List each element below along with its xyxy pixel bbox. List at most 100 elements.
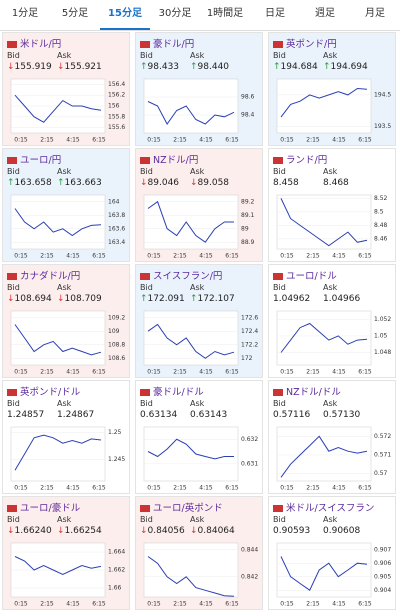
rate-card[interactable]: 豪ドル/ドル Bid Ask 0.63134 0.63143 0.632 0.631 0:15…: [135, 380, 263, 494]
flag-icon: [7, 505, 17, 512]
pair-name: NZドル/円: [153, 155, 199, 166]
ask-label: Ask: [57, 51, 72, 60]
ask-label: Ask: [57, 399, 72, 408]
rate-card[interactable]: ユーロ/ドル Bid Ask 1.04962 1.04966 1.052 1.05 1.048…: [268, 264, 396, 378]
x-tick-label: 2:15: [40, 601, 54, 608]
rate-card[interactable]: 米ドル/円BidAsk155.919155.921156.4156.215615…: [2, 32, 130, 146]
tab[interactable]: 月足: [365, 8, 385, 19]
price-line: [147, 200, 234, 243]
x-tick-label: 4:15: [199, 137, 213, 144]
rate-card[interactable]: 米ドル/スイスフラン Bid Ask 0.90593 0.90608 0.907 0.906…: [268, 496, 396, 610]
rate-card[interactable]: 英ポンド/ドル Bid Ask 1.24857 1.24867 1.25 1.245 0:15…: [2, 380, 130, 494]
y-tick-label: 0.572: [374, 433, 391, 440]
price-line: [280, 556, 368, 591]
x-tick-label: 0:15: [280, 601, 294, 608]
x-tick-label: 0:15: [147, 137, 161, 144]
pair-name: 豪ドル/円: [153, 39, 195, 50]
mini-chart: 0.844 0.842 0:15 2:15 4:15 6:15: [143, 542, 258, 608]
ask-label: Ask: [323, 399, 338, 408]
x-tick-label: 2:15: [173, 253, 187, 260]
card-header: スイスフラン/円: [140, 268, 222, 282]
y-tick-label: 163.6: [108, 225, 125, 232]
y-tick-label: 172.2: [241, 341, 258, 348]
ask-label: Ask: [323, 167, 338, 176]
bid-label: Bid: [140, 515, 153, 524]
x-tick-label: 4:15: [66, 369, 80, 376]
card-header: 豪ドル/円: [140, 36, 194, 50]
y-tick-label: 163.4: [108, 239, 125, 246]
rate-card[interactable]: NZドル/ドル Bid Ask 0.57116 0.57130 0.572 0.571 0.5…: [268, 380, 396, 494]
flag-icon: [7, 273, 17, 280]
card-header: NZドル/円: [140, 152, 198, 166]
tab[interactable]: 1分足: [11, 8, 39, 19]
card-header: 米ドル/円: [7, 36, 61, 50]
x-tick-label: 4:15: [199, 369, 213, 376]
rate-card[interactable]: ランド/円 Bid Ask 8.458 8.468 8.52 8.5 8.48 8.46 0:15…: [268, 148, 396, 262]
x-tick-label: 2:15: [173, 485, 187, 492]
x-tick-label: 6:15: [225, 137, 239, 144]
y-tick-label: 194.5: [374, 91, 391, 98]
bid-value: 1.04962: [273, 294, 311, 304]
rate-card[interactable]: スイスフラン/円BidAsk172.091172.107172.6172.417…: [135, 264, 263, 378]
rate-card[interactable]: ユーロ/円BidAsk163.658163.663164163.8163.616…: [2, 148, 130, 262]
y-tick-label: 172.6: [241, 314, 258, 321]
flag-icon: [140, 41, 150, 48]
price-line: [14, 324, 102, 356]
mini-chart: 164 163.8 163.6 163.4 0:15 2:15 4:15 6:15: [10, 194, 125, 260]
bid-value: 155.919: [7, 62, 52, 72]
tab[interactable]: 30分足: [158, 8, 192, 19]
price-line: [280, 322, 368, 353]
x-tick-label: 0:15: [280, 485, 294, 492]
tab[interactable]: 日足: [265, 8, 285, 19]
ask-value: 172.107: [190, 294, 235, 304]
rate-card[interactable]: ユーロ/豪ドルBidAsk1.662401.662541.6641.6621.6…: [2, 496, 130, 610]
y-tick-label: 1.662: [108, 567, 125, 574]
tab[interactable]: 15分足: [100, 0, 150, 30]
ask-value: 98.440: [190, 62, 230, 72]
x-tick-label: 0:15: [14, 253, 28, 260]
flag-icon: [273, 41, 283, 48]
tab[interactable]: 週足: [315, 8, 335, 19]
x-tick-label: 6:15: [92, 137, 106, 144]
flag-icon: [140, 157, 150, 164]
pair-name: ユーロ/ドル: [286, 271, 337, 282]
card-header: ユーロ/豪ドル: [7, 500, 80, 514]
x-tick-label: 2:15: [173, 369, 187, 376]
y-tick-label: 0.904: [374, 587, 391, 594]
y-tick-label: 155.6: [108, 124, 125, 131]
ask-value: 1.04966: [323, 294, 361, 304]
tab[interactable]: 5分足: [61, 8, 89, 19]
mini-chart: 8.52 8.5 8.48 8.46 0:15 2:15 4:15 6:15: [276, 194, 388, 260]
y-tick-label: 163.8: [108, 212, 125, 219]
y-tick-label: 8.46: [374, 235, 388, 242]
x-tick-label: 4:15: [332, 137, 346, 144]
y-tick-label: 1.05: [374, 332, 388, 339]
bid-label: Bid: [7, 399, 20, 408]
x-tick-label: 2:15: [40, 369, 54, 376]
x-tick-label: 0:15: [14, 137, 28, 144]
ask-label: Ask: [190, 399, 205, 408]
ask-value: 0.63143: [190, 410, 228, 420]
card-header: カナダドル/円: [7, 268, 80, 282]
y-tick-label: 8.5: [374, 208, 384, 215]
x-tick-label: 0:15: [280, 137, 294, 144]
pair-name: 豪ドル/ドル: [153, 387, 204, 398]
pair-name: スイスフラン/円: [153, 271, 223, 282]
ask-label: Ask: [323, 515, 338, 524]
x-tick-label: 2:15: [306, 485, 320, 492]
x-tick-label: 6:15: [92, 601, 106, 608]
x-tick-label: 0:15: [280, 369, 294, 376]
price-line: [147, 101, 235, 125]
x-tick-label: 0:15: [14, 601, 28, 608]
ask-label: Ask: [190, 167, 205, 176]
bid-label: Bid: [7, 167, 20, 176]
price-line: [147, 438, 234, 460]
y-tick-label: 0.631: [241, 460, 258, 467]
tab[interactable]: 1時間足: [206, 8, 244, 19]
ask-value: 1.66254: [57, 526, 102, 536]
